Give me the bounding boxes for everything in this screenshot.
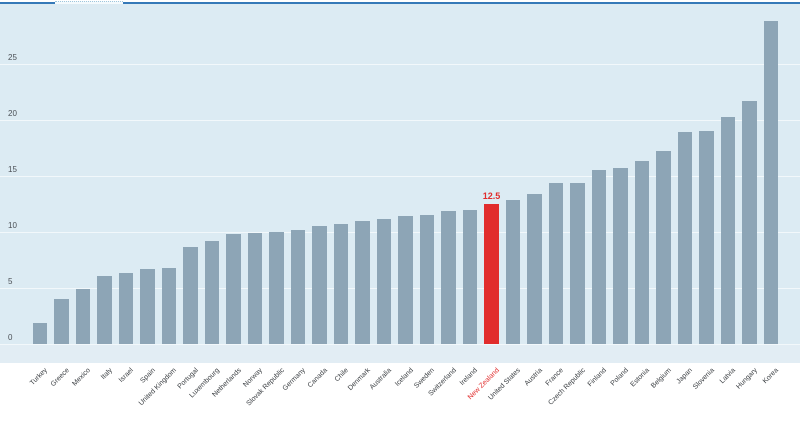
gridline-15 [0, 176, 800, 177]
bar-australia[interactable] [376, 218, 392, 344]
y-axis-tick-20: 20 [8, 109, 17, 118]
y-axis-tick-15: 15 [8, 165, 17, 174]
bar-france[interactable] [548, 182, 564, 344]
baseline-band [0, 344, 800, 363]
bar-greece[interactable] [54, 299, 69, 344]
bar-austria[interactable] [527, 193, 542, 344]
bar-israel[interactable] [118, 273, 134, 344]
bar-korea[interactable] [763, 21, 779, 344]
bar-luxembourg[interactable] [204, 240, 220, 344]
active-tab-notch[interactable] [55, 1, 123, 4]
bar-belgium[interactable] [656, 151, 671, 344]
x-axis-label-strip: Turkey Greece Mexico Italy Israel Spain United… [0, 363, 800, 417]
bar-chile[interactable] [333, 224, 349, 344]
bar-new-zealand[interactable] [484, 204, 499, 344]
bar-chart: 0 5 10 15 20 25 12.5 Turkey Greece Mexico Italy Is… [0, 0, 800, 417]
bar-iceland[interactable] [398, 216, 413, 344]
gridline-0 [0, 344, 800, 345]
bar-slovenia[interactable] [699, 131, 714, 344]
bar-united-kingdom[interactable] [161, 267, 177, 344]
bar-italy[interactable] [97, 275, 112, 344]
bar-finland[interactable] [591, 170, 607, 344]
bar-switzerland[interactable] [441, 210, 456, 344]
bar-estonia[interactable] [634, 161, 650, 344]
bar-latvia[interactable] [720, 116, 736, 344]
chart-top-strip [0, 0, 800, 4]
highlight-value-label: 12.5 [482, 191, 501, 201]
plot-area: 0 5 10 15 20 25 12.5 [0, 4, 800, 364]
bar-spain[interactable] [140, 268, 155, 344]
bar-turkey[interactable] [32, 322, 48, 344]
y-axis-tick-25: 25 [8, 53, 17, 62]
bar-poland[interactable] [613, 168, 628, 344]
top-border-left-segment [0, 2, 55, 4]
top-border-right-segment [123, 2, 800, 4]
gridline-25 [0, 64, 800, 65]
gridline-20 [0, 120, 800, 121]
y-axis-tick-5: 5 [8, 277, 13, 286]
bar-ireland[interactable] [462, 209, 478, 344]
bar-sweden[interactable] [419, 215, 435, 344]
bar-slovak-republic[interactable] [269, 232, 284, 344]
bar-canada[interactable] [312, 226, 327, 344]
bar-netherlands[interactable] [226, 234, 241, 344]
bar-portugal[interactable] [183, 246, 198, 344]
y-axis-tick-10: 10 [8, 221, 17, 230]
bar-mexico[interactable] [75, 289, 91, 344]
bar-japan[interactable] [677, 132, 693, 344]
bar-germany[interactable] [290, 229, 306, 344]
bar-czech-republic[interactable] [570, 182, 585, 344]
bar-norway[interactable] [247, 233, 263, 344]
bar-denmark[interactable] [355, 220, 370, 344]
bar-hungary[interactable] [742, 100, 757, 344]
y-axis-tick-0: 0 [8, 333, 13, 342]
bar-united-states[interactable] [505, 199, 521, 344]
